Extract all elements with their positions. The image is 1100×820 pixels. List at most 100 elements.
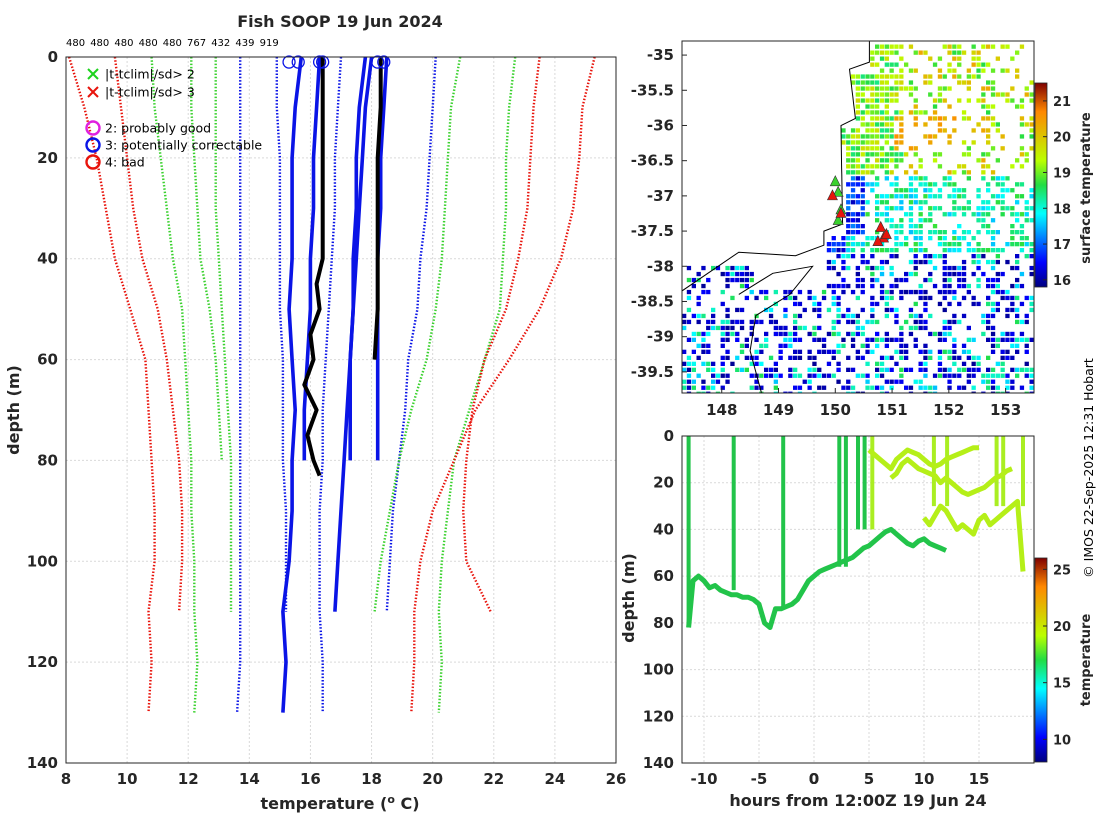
sst-cell (884, 158, 889, 163)
sst-cell (981, 218, 986, 223)
sst-cell (836, 319, 841, 325)
sst-cell (923, 110, 928, 115)
sst-cell (701, 343, 706, 348)
sst-cell (937, 56, 943, 61)
sst-cell (986, 80, 991, 85)
sst-cell (918, 367, 923, 372)
sst-cell (749, 331, 754, 337)
sst-cell (952, 170, 957, 175)
sst-cell (841, 343, 846, 348)
sst-cell (860, 122, 865, 127)
sst-cell (990, 331, 996, 337)
sst-cell (696, 355, 701, 360)
sst-cell (976, 254, 981, 259)
sst-cell (870, 146, 875, 151)
sst-cell (971, 361, 976, 366)
sst-cell (826, 265, 832, 271)
sst-cell (966, 337, 971, 342)
sst-cell (759, 385, 764, 390)
sst-cell (850, 74, 856, 79)
sst-cell (797, 349, 803, 354)
sst-cell (783, 313, 788, 319)
sst-cell (937, 116, 943, 121)
sst-cell (817, 313, 822, 319)
sst-cell (1005, 295, 1010, 301)
sst-cell (961, 194, 967, 199)
sst-cell (932, 254, 938, 259)
sst-cell (952, 56, 957, 61)
sst-cell (947, 140, 952, 145)
sst-cell (899, 86, 904, 91)
sst-cell (894, 283, 899, 289)
sst-cell (807, 355, 812, 360)
x-tick-label: 22 (483, 770, 504, 788)
sst-cell (937, 188, 943, 193)
sst-cell (908, 307, 914, 313)
sst-cell (749, 325, 754, 331)
sst-cell (971, 56, 976, 61)
sst-cell (754, 349, 759, 354)
sst-cell (952, 313, 957, 319)
sst-cell (986, 301, 991, 307)
sst-cell (855, 92, 860, 97)
sst-cell (764, 343, 769, 348)
map-colorbar-tick-label: 19 (1053, 166, 1071, 181)
sst-cell (976, 62, 981, 67)
sst-cell (860, 86, 865, 91)
sst-cell (942, 98, 947, 103)
sst-cell (894, 92, 899, 97)
sst-cell (730, 391, 735, 393)
sst-cell (899, 379, 904, 384)
map-y-tick-label: -37.5 (631, 222, 674, 240)
sst-cell (913, 50, 918, 55)
sst-cell (797, 385, 803, 390)
sst-cell (928, 295, 933, 301)
sst-cell (836, 301, 841, 307)
sst-cell (879, 110, 885, 115)
sst-cell (875, 337, 880, 342)
sst-cell (932, 152, 938, 157)
profile-axes-box (65, 56, 617, 764)
sst-cell (942, 373, 947, 378)
sst-cell (686, 307, 692, 313)
sst-cell (952, 271, 957, 277)
map-ticks: 148 149 150 151 152 153-35-35.5-36-36.5-37-37… (631, 46, 1022, 419)
sst-cell (793, 337, 798, 342)
sst-cell (986, 385, 991, 390)
sst-cell (875, 80, 880, 85)
sst-cell (850, 176, 856, 181)
sst-cell (875, 128, 880, 133)
sst-cell (981, 164, 986, 169)
sst-cell (899, 44, 904, 49)
coastline-south (738, 265, 814, 393)
sst-cell (947, 277, 952, 283)
sst-cell (942, 271, 947, 277)
sst-cell (836, 367, 841, 372)
sst-cell (889, 68, 894, 73)
sst-cell (1029, 391, 1034, 393)
climatology-red-upper-inner (461, 57, 541, 613)
sst-cell (1019, 337, 1025, 342)
map-y-tick-label: -35.5 (631, 81, 674, 99)
sst-cell (720, 289, 725, 295)
sst-cell (952, 68, 957, 73)
sst-cell (788, 331, 793, 337)
sst-cell (846, 313, 851, 319)
sst-cell (1019, 283, 1025, 289)
sst-cell (942, 337, 947, 342)
sst-cell (778, 343, 783, 348)
sst-cell (875, 361, 880, 366)
sst-cell (894, 254, 899, 259)
sst-cell (701, 337, 706, 342)
sst-cell (759, 319, 764, 325)
sst-cell (701, 265, 706, 271)
sst-cell (768, 307, 774, 313)
sst-cell (879, 283, 885, 289)
sst-cell (947, 367, 952, 372)
climatology-green-lower-inner (190, 57, 223, 461)
sst-cell (1000, 206, 1005, 211)
sst-cell (928, 182, 933, 187)
sst-cell (1019, 164, 1025, 169)
sst-cell (706, 361, 711, 366)
